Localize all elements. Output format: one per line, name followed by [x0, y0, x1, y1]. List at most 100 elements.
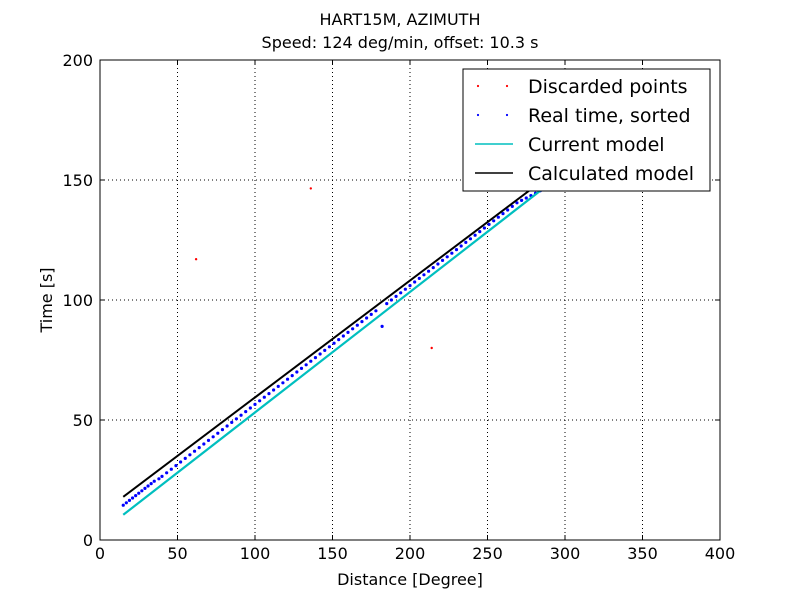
real-time-sorted-point [183, 456, 187, 460]
real-time-sorted-point [267, 392, 271, 396]
real-time-sorted-point [165, 471, 169, 475]
real-time-sorted-point [220, 428, 225, 432]
real-time-sorted-point [130, 496, 135, 500]
real-time-sorted-point [487, 222, 491, 226]
discarded-points-point [430, 346, 433, 350]
real-time-sorted-point [524, 196, 528, 200]
real-time-sorted-point [408, 284, 412, 288]
real-time-sorted-point [473, 233, 477, 237]
real-time-sorted-point [318, 352, 322, 356]
real-time-sorted-point [380, 324, 384, 328]
real-time-sorted-point [445, 255, 449, 259]
real-time-sorted-point [290, 374, 294, 378]
real-time-sorted-point [496, 215, 500, 219]
legend-discarded-points-label: Discarded points [528, 76, 688, 98]
real-time-sorted-point [341, 334, 345, 338]
real-time-sorted-point [216, 431, 220, 435]
real-time-sorted-point [464, 240, 468, 244]
real-time-sorted-point [431, 266, 435, 270]
real-time-sorted-point [454, 248, 459, 252]
real-time-sorted-point [482, 226, 486, 230]
y-tick-label: 0 [83, 531, 93, 550]
x-tick-label: 400 [705, 544, 736, 563]
x-axis-label: Distance [Degree] [337, 570, 483, 589]
real-time-sorted-point [478, 230, 482, 234]
real-time-sorted-point [510, 204, 514, 208]
real-time-sorted-point [304, 363, 308, 367]
x-tick-label: 150 [317, 544, 348, 563]
x-tick-label: 50 [167, 544, 187, 563]
real-time-sorted-point [211, 435, 215, 439]
real-time-sorted-point [234, 417, 238, 421]
x-tick-label: 0 [95, 544, 105, 563]
real-time-sorted-point [149, 482, 153, 486]
real-time-sorted-point [285, 377, 290, 381]
real-time-sorted-point [506, 208, 510, 212]
real-time-sorted-point [385, 302, 389, 306]
legend-real-time-sorted-label: Real time, sorted [528, 105, 691, 127]
real-time-sorted-point [179, 460, 183, 464]
real-time-sorted-point [520, 198, 524, 202]
real-time-sorted-point [248, 406, 252, 410]
real-time-sorted-point [174, 464, 178, 468]
real-time-sorted-point [365, 316, 369, 320]
x-tick-label: 350 [627, 544, 658, 563]
real-time-sorted-point [417, 276, 421, 280]
real-time-sorted-point [225, 424, 229, 428]
real-time-sorted-point [337, 338, 341, 342]
real-time-sorted-point [436, 262, 440, 266]
real-time-sorted-point [127, 498, 132, 502]
real-time-sorted-point [157, 477, 161, 481]
real-time-sorted-point [272, 388, 276, 392]
real-time-sorted-point [374, 309, 378, 313]
chart-subtitle: Speed: 124 deg/min, offset: 10.3 s [262, 33, 539, 52]
x-tick-label: 250 [472, 544, 503, 563]
real-time-sorted-point [152, 479, 156, 483]
plot-series [121, 179, 545, 516]
axis-ticks: 0 50 100 150 200 250 300 350 400 0 50 100 150 200 [62, 51, 735, 563]
y-axis-label: Time [s] [37, 267, 56, 333]
real-time-sorted-point [332, 341, 336, 345]
real-time-sorted-point [230, 420, 234, 424]
real-time-sorted-point [276, 384, 280, 388]
real-time-sorted-point [459, 244, 463, 248]
real-time-sorted-point [124, 501, 128, 505]
real-time-sorted-point [468, 237, 473, 241]
y-tick-label: 200 [62, 51, 93, 70]
real-time-sorted-point [309, 359, 313, 363]
real-time-sorted-point [143, 486, 147, 490]
legend-discarded-points-marker [476, 84, 480, 88]
real-time-sorted-point [360, 320, 364, 324]
real-time-sorted-point [394, 294, 398, 298]
real-time-sorted-point [140, 489, 144, 493]
real-time-sorted-point [192, 449, 197, 453]
real-time-sorted-point [501, 212, 505, 216]
real-time-sorted-point [323, 348, 327, 352]
real-time-sorted-point [355, 323, 359, 327]
chart-title: HART15M, AZIMUTH [320, 10, 481, 29]
real-time-sorted-point [492, 219, 496, 223]
real-time-sorted-point [346, 330, 350, 334]
real-time-sorted-point [197, 446, 201, 450]
real-time-sorted-point [450, 251, 454, 255]
real-time-sorted-point [206, 438, 211, 442]
legend-box [462, 68, 711, 192]
y-tick-label: 150 [62, 171, 93, 190]
real-time-sorted-point [427, 269, 431, 273]
real-time-sorted-point [295, 370, 299, 374]
x-tick-label: 300 [550, 544, 581, 563]
legend-real-time-sorted-marker [505, 113, 509, 117]
real-time-sorted-point [413, 280, 417, 284]
real-time-sorted-point [299, 366, 304, 370]
legend: Discarded points Real time, sorted Current… [462, 68, 711, 192]
real-time-sorted-point [202, 442, 206, 446]
legend-discarded-points-marker [505, 84, 509, 88]
real-time-sorted-point [389, 298, 393, 302]
discarded-points-point [194, 258, 198, 261]
real-time-sorted-point [253, 402, 257, 406]
legend-calculated-model-label: Calculated model [528, 163, 694, 185]
x-tick-label: 200 [395, 544, 426, 563]
real-time-sorted-point [351, 327, 355, 331]
